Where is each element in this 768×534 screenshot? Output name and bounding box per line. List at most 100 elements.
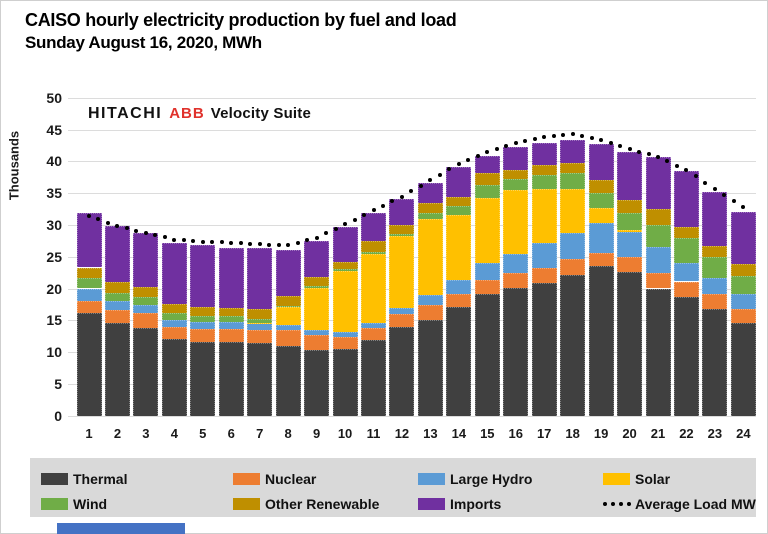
bar-segment-wind [190,315,216,323]
page-subtitle: Sunday August 16, 2020, MWh [25,32,262,52]
average-load-dot [333,226,338,231]
bar-segment-nuclear [247,329,273,343]
bar-segment-large-hydro [361,322,386,328]
bar-segment-thermal [76,313,102,416]
average-load-dot [532,137,537,142]
average-load-dot [238,241,243,246]
bar-segment-nuclear [531,268,557,284]
bar-segment-other-renewable [133,286,159,298]
average-load-dot [399,195,404,200]
bar-segment-wind [503,179,529,190]
bar-segment-wind [417,212,443,220]
page-title: CAISO hourly electricity production by f… [25,10,457,30]
average-load-dot [618,143,623,148]
average-load-dot [191,238,196,243]
average-load-dot [485,149,490,154]
bar-segment-solar [332,270,358,333]
legend-swatch [603,473,630,485]
bar-segment-imports [588,144,614,180]
average-load-dot [456,162,461,167]
average-load-dot [656,155,660,160]
legend-label: Nuclear [265,471,317,487]
bar-segment-solar [474,197,500,264]
bar-segment-large-hydro [76,288,102,302]
bar-segment-other-renewable [332,261,358,269]
bar-segment-wind [218,316,244,323]
bar-segment-other-renewable [275,296,301,307]
bar-segment-nuclear [304,334,330,351]
bar-segment-large-hydro [617,231,643,257]
bar-segment-nuclear [76,301,102,314]
bar-segment-imports [161,242,187,304]
average-load-dot [437,172,442,177]
legend-item-wind: Wind [41,496,107,512]
bar-segment-wind [673,238,699,264]
bar-segment-nuclear [673,281,699,297]
bar-segment-wind [588,193,614,209]
average-load-dot [219,240,224,245]
legend-box: Thermal Nuclear Large Hydro Solar Wind Other … [30,458,756,517]
average-load-dot [257,242,262,247]
bar-segment-solar [247,322,273,324]
bar-segment-thermal [275,345,301,416]
legend-label: Imports [450,496,502,512]
bar-segment-other-renewable [161,303,187,313]
legend-item-nuclear: Nuclear [233,471,316,487]
bar-segment-other-renewable [190,306,216,316]
legend-item-large-hydro: Large Hydro [418,471,532,487]
average-load-dot [276,243,281,247]
bar-segment-large-hydro [218,322,244,330]
legend-item-average-load: Average Load MW [603,496,756,512]
bar-segment-imports [560,140,586,163]
bar-segment-nuclear [389,313,415,327]
average-load-dot [124,226,129,231]
bar-segment-thermal [702,309,728,416]
x-tick-label: 4 [170,426,178,441]
bar-segment-imports [730,211,756,264]
average-load-dot [181,238,186,243]
legend-dot [619,502,623,506]
average-load-dot [210,240,215,245]
bar-segment-nuclear [645,273,671,289]
bar-segment-thermal [104,322,130,416]
average-load-dot [248,241,253,246]
bar-segment-thermal [304,350,330,416]
x-tick-label: 10 [337,426,353,441]
bar-segment-other-renewable [304,277,330,286]
bar-segment-large-hydro [702,278,728,295]
average-load-dot [352,217,357,222]
bar-segment-nuclear [332,336,358,349]
bar-segment-imports [645,156,671,209]
bar-segment-wind [361,251,386,255]
average-load-dot [580,134,585,139]
x-tick-label: 24 [736,426,751,441]
bottom-blue-bar [57,523,185,534]
abb-logo-text: ABB [169,105,205,122]
average-load-dot [712,187,717,192]
bar-segment-other-renewable [389,224,415,235]
bar-segment-solar [617,229,643,232]
bar-segment-imports [531,142,557,166]
bar-segment-imports [446,167,472,197]
y-tick-label: 35 [46,185,62,202]
bar-segment-large-hydro [588,222,614,253]
chart-title-block: CAISO hourly electricity production by f… [25,9,457,54]
bar-segment-nuclear [190,329,216,342]
bar-segment-thermal [730,323,756,416]
bar-segment-thermal [417,320,443,416]
legend-dot [611,502,615,506]
x-tick-label: 21 [650,426,666,441]
bar-segment-thermal [474,294,500,416]
average-load-dot [105,220,110,225]
bar-segment-imports [247,247,273,310]
average-load-dot [674,163,679,168]
average-load-dot [362,212,367,217]
bar-segment-thermal [446,306,472,416]
bar-segment-wind [531,175,557,190]
bar-segment-thermal [247,342,273,416]
bar-segment-large-hydro [247,323,273,330]
legend-label: Solar [635,471,671,487]
average-load-dot [475,153,480,158]
bar-segment-other-renewable [645,209,671,225]
average-load-dot [172,237,177,242]
